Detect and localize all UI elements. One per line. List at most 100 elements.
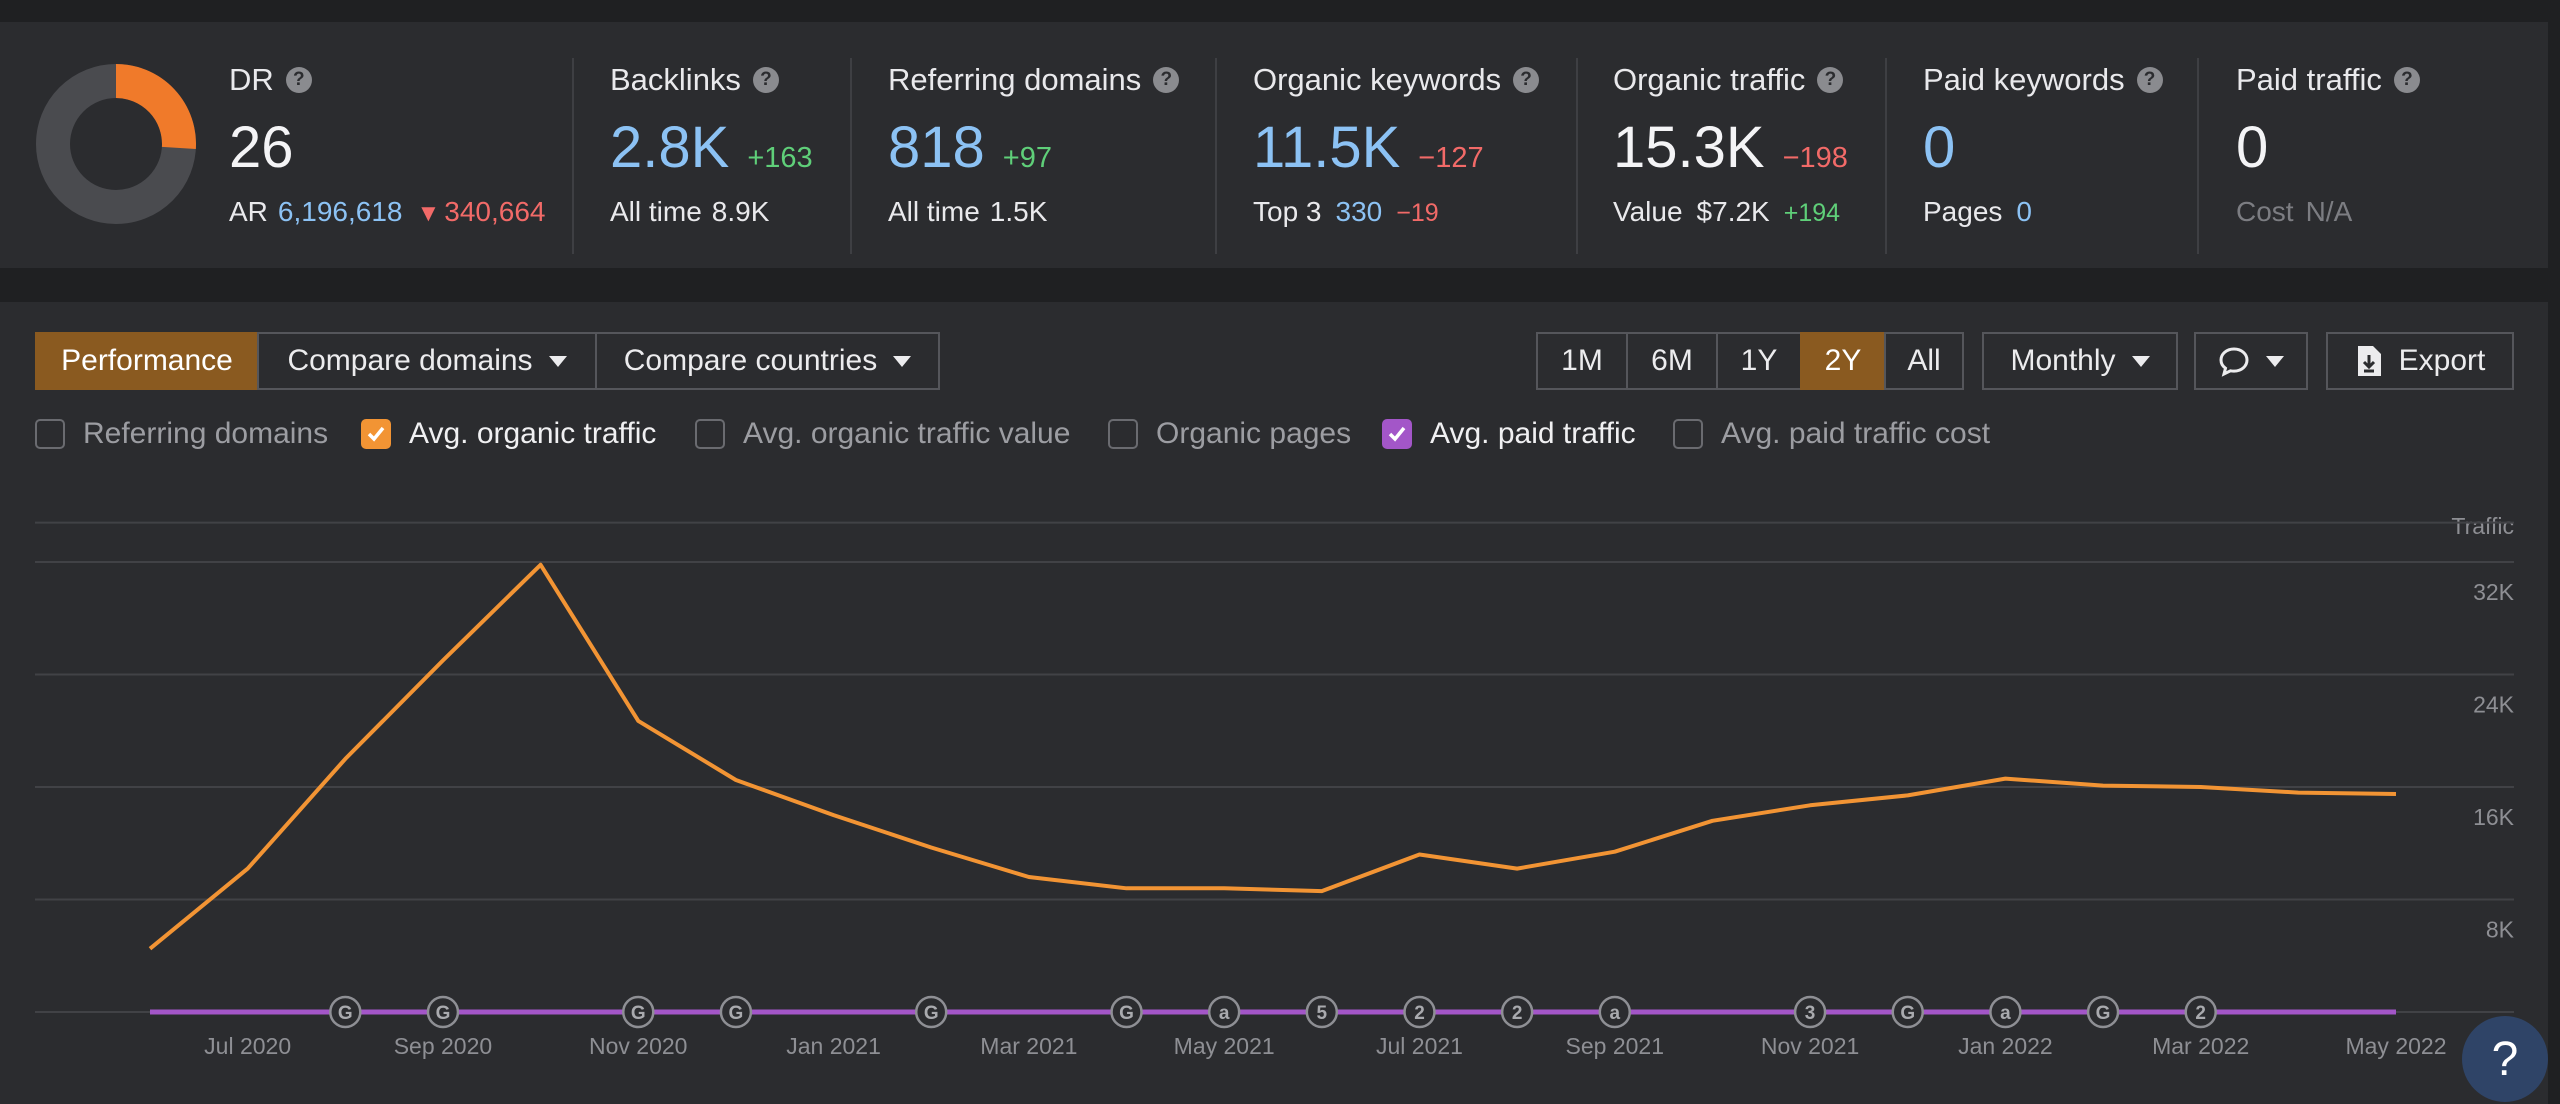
top3-value[interactable]: 330 [1335, 196, 1383, 227]
divider [850, 58, 852, 254]
annotation-marker[interactable]: G [2086, 995, 2120, 1029]
annotation-marker[interactable]: 5 [1305, 995, 1339, 1029]
paid-keywords-value[interactable]: 0 [1923, 115, 1956, 180]
organic-keywords-value[interactable]: 11.5K [1253, 115, 1401, 180]
range-1m-label: 1M [1561, 344, 1603, 377]
ar-label: AR [229, 196, 268, 227]
organic-traffic-value: 15.3K [1613, 115, 1765, 180]
annotation-label: 2 [2195, 1003, 2206, 1024]
x-tick-label: Mar 2022 [2152, 1033, 2249, 1059]
help-chat-button[interactable]: ? [2462, 1016, 2548, 1102]
help-icon[interactable]: ? [1817, 67, 1844, 93]
annotation-label: G [729, 1003, 744, 1024]
annotation-label: a [1219, 1003, 1230, 1024]
annotation-marker[interactable]: G [622, 995, 655, 1029]
annotation-marker[interactable]: G [329, 995, 362, 1029]
backlinks-value[interactable]: 2.8K [610, 115, 730, 180]
annotation-marker[interactable]: a [1207, 995, 1241, 1029]
compare-countries-dropdown[interactable]: Compare countries [595, 332, 940, 390]
annotation-marker[interactable]: 2 [1403, 995, 1436, 1029]
legend-avg-paid-traffic[interactable]: Avg. paid traffic [1382, 414, 1636, 454]
export-label: Export [2398, 344, 2486, 377]
traffic-value-label: Value [1613, 196, 1683, 227]
caret-down-icon [548, 355, 567, 367]
annotation-marker[interactable]: G [719, 995, 753, 1029]
x-tick-label: Sep 2021 [1566, 1033, 1664, 1059]
legend-organic-pages[interactable]: Organic pages [1108, 414, 1351, 454]
checkbox[interactable] [1673, 419, 1703, 449]
annotation-marker[interactable]: 3 [1793, 995, 1827, 1029]
x-tick-label: May 2022 [2345, 1033, 2446, 1059]
annotation-circle [426, 995, 460, 1029]
checkbox-checked[interactable] [361, 419, 391, 449]
pages-value[interactable]: 0 [2016, 196, 2032, 227]
range-1y-button[interactable]: 1Y [1716, 332, 1802, 390]
annotation-circle [1793, 995, 1827, 1029]
divider [2197, 58, 2199, 254]
compare-domains-label: Compare domains [287, 344, 533, 377]
help-icon[interactable]: ? [2136, 67, 2163, 93]
y-tick-label: 16K [2473, 804, 2515, 830]
annotation-circle [2086, 995, 2120, 1029]
ar-value[interactable]: 6,196,618 [277, 196, 403, 227]
annotation-marker[interactable]: G [1891, 995, 1924, 1029]
help-icon[interactable]: ? [1153, 67, 1180, 93]
annotation-marker[interactable]: 2 [2184, 995, 2217, 1029]
help-icon[interactable]: ? [285, 67, 312, 93]
top3-label: Top 3 [1253, 196, 1322, 227]
annotation-marker[interactable]: G [426, 995, 460, 1029]
annotation-circle [329, 995, 362, 1029]
help-chat-label: ? [2491, 1032, 2519, 1086]
annotation-circle [1891, 995, 1924, 1029]
range-1y-label: 1Y [1740, 344, 1778, 377]
annotation-label: a [2000, 1003, 2011, 1024]
legend-avg-organic-traffic-value[interactable]: Avg. organic traffic value [695, 414, 1070, 454]
range-2y-label: 2Y [1824, 344, 1862, 377]
annotation-marker[interactable]: 2 [1500, 995, 1534, 1029]
legend-avg-organic-traffic[interactable]: Avg. organic traffic [361, 414, 656, 454]
checkbox-checked[interactable] [1382, 419, 1412, 449]
tab-performance[interactable]: Performance [35, 332, 259, 390]
range-2y-button[interactable]: 2Y [1800, 332, 1886, 390]
check-icon [1388, 426, 1406, 442]
backlinks-sub-value: 8.9K [711, 196, 770, 227]
legend-referring-domains[interactable]: Referring domains [35, 414, 328, 454]
divider [1576, 58, 1578, 254]
range-all-button[interactable]: All [1884, 332, 1964, 390]
checkbox[interactable] [35, 419, 65, 449]
interval-dropdown[interactable]: Monthly [1982, 332, 2178, 390]
range-6m-button[interactable]: 6M [1626, 332, 1718, 390]
annotation-label: G [436, 1003, 451, 1024]
referring-domains-sub-value: 1.5K [989, 196, 1048, 227]
help-icon[interactable]: ? [2393, 67, 2420, 93]
x-tick-label: Sep 2020 [394, 1033, 492, 1059]
compare-domains-dropdown[interactable]: Compare domains [257, 332, 597, 390]
annotation-marker[interactable]: a [1989, 995, 2022, 1029]
referring-domains-value[interactable]: 818 [888, 115, 985, 180]
annotation-circle [1207, 995, 1241, 1029]
annotation-marker[interactable]: G [1110, 995, 1143, 1029]
help-icon[interactable]: ? [1513, 67, 1540, 93]
y-axis-title: Traffic [2451, 513, 2514, 539]
checkbox[interactable] [695, 419, 725, 449]
annotation-circle [914, 995, 948, 1029]
divider [1885, 58, 1887, 254]
compare-countries-label: Compare countries [623, 344, 878, 377]
x-tick-label: Nov 2020 [589, 1033, 687, 1059]
help-icon[interactable]: ? [752, 67, 779, 93]
annotation-marker[interactable]: a [1598, 995, 1632, 1029]
range-1m-button[interactable]: 1M [1536, 332, 1628, 390]
organic-traffic-title: Organic traffic [1613, 62, 1806, 97]
legend-avg-paid-traffic-cost[interactable]: Avg. paid traffic cost [1673, 414, 1990, 454]
export-button[interactable]: Export [2326, 332, 2514, 390]
annotation-marker[interactable]: G [914, 995, 948, 1029]
legend-label: Avg. paid traffic [1430, 417, 1636, 450]
organic-keywords-delta: −127 [1418, 142, 1484, 174]
x-tick-label: Jul 2021 [1376, 1033, 1463, 1059]
range-all-label: All [1907, 344, 1941, 377]
annotations-dropdown[interactable] [2194, 332, 2308, 390]
interval-label: Monthly [2010, 344, 2116, 377]
traffic-value: $7.2K [1696, 196, 1770, 227]
checkbox[interactable] [1108, 419, 1138, 449]
divider [1215, 58, 1217, 254]
